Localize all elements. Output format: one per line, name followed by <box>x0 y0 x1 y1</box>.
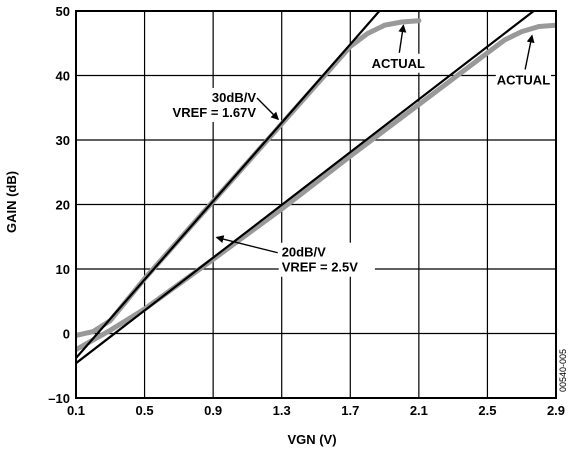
plot-frame <box>75 10 557 399</box>
x-tick-label: 0.9 <box>204 403 222 418</box>
annotation-background <box>278 242 375 277</box>
x-tick-label: 1.3 <box>273 403 291 418</box>
tick-labels: 0.1 0.5 0.9 1.3 1.7 2.1 2.5 2.9 –10 0 10 20 30 40 50 <box>48 4 565 418</box>
annotation-text: 30dB/V <box>212 90 256 105</box>
series-line <box>76 18 422 338</box>
y-tick-label: 50 <box>56 4 70 19</box>
x-tick-label: 2.5 <box>478 403 496 418</box>
x-tick-label: 1.7 <box>341 403 359 418</box>
grid <box>75 10 557 399</box>
plot-border <box>75 10 557 399</box>
y-tick-label: 30 <box>56 133 70 148</box>
annotation: ACTUAL <box>495 34 552 90</box>
annotation-background <box>495 70 552 90</box>
y-tick-label: 10 <box>56 262 70 277</box>
y-tick-label: 20 <box>56 198 70 213</box>
annotation-text: VREF = 1.67V <box>173 105 257 120</box>
annotation-background <box>370 53 426 73</box>
annotation-arrow <box>256 97 279 121</box>
y-tick-label: –10 <box>48 391 70 406</box>
x-tick-label: 0.1 <box>67 403 85 418</box>
annotation-text: 20dB/V <box>282 245 326 260</box>
annotation-arrow <box>398 24 407 53</box>
x-tick-label: 0.5 <box>136 403 154 418</box>
annotation-text: ACTUAL <box>372 56 425 71</box>
y-tick-label: 0 <box>63 327 70 342</box>
series-group <box>76 11 556 365</box>
series-line <box>76 11 381 360</box>
annotation-text: VREF = 2.5V <box>282 260 359 275</box>
annotation-arrow <box>524 34 535 70</box>
series-line <box>76 11 535 365</box>
annotation: ACTUAL <box>370 24 426 73</box>
x-tick-label: 2.9 <box>547 403 565 418</box>
annotation-arrow <box>215 235 278 254</box>
x-tick-label: 2.1 <box>410 403 428 418</box>
x-axis-title: VGN (V) <box>287 432 336 447</box>
annotation-text: ACTUAL <box>497 73 550 88</box>
y-tick-label: 40 <box>56 69 70 84</box>
y-axis-title: GAIN (dB) <box>4 171 19 233</box>
figure-id-label: 00540-005 <box>558 349 568 392</box>
annotation-background <box>154 87 259 122</box>
series-line <box>76 22 556 353</box>
